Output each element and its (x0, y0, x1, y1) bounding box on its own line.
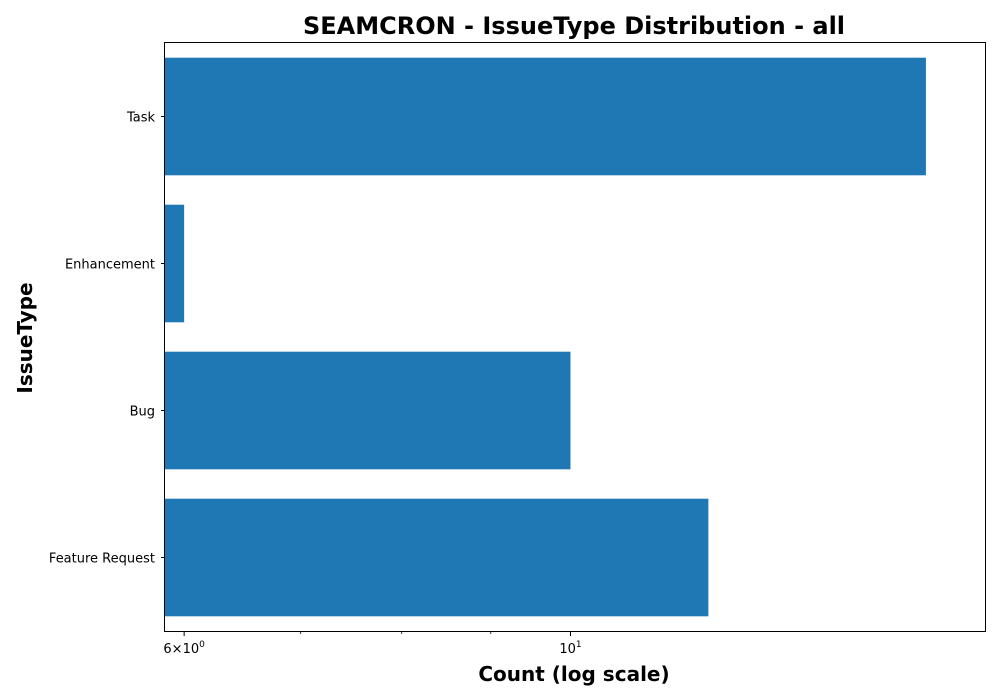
y-tick-label-feature-request: Feature Request (49, 552, 155, 567)
chart-title: SEAMCRON - IssueType Distribution - all (303, 12, 845, 40)
y-tick-label-task: Task (126, 111, 156, 126)
x-tick-label: 101 (559, 640, 581, 657)
x-tick-label: 6×100 (163, 640, 205, 657)
bar-feature-request (165, 498, 709, 617)
bar-enhancement (165, 204, 185, 323)
bar-task (165, 57, 926, 176)
x-axis-label: Count (log scale) (478, 662, 669, 686)
y-tick-label-bug: Bug (130, 405, 155, 420)
plot-frame (164, 42, 986, 632)
y-tick-label-enhancement: Enhancement (65, 258, 155, 273)
bars-layer (165, 57, 926, 617)
x-axis: 6×100 101 (163, 631, 582, 657)
y-axis-label: IssueType (13, 282, 37, 393)
y-axis: Feature Request Bug Enhancement Task (49, 111, 165, 567)
bar-bug (165, 351, 571, 470)
